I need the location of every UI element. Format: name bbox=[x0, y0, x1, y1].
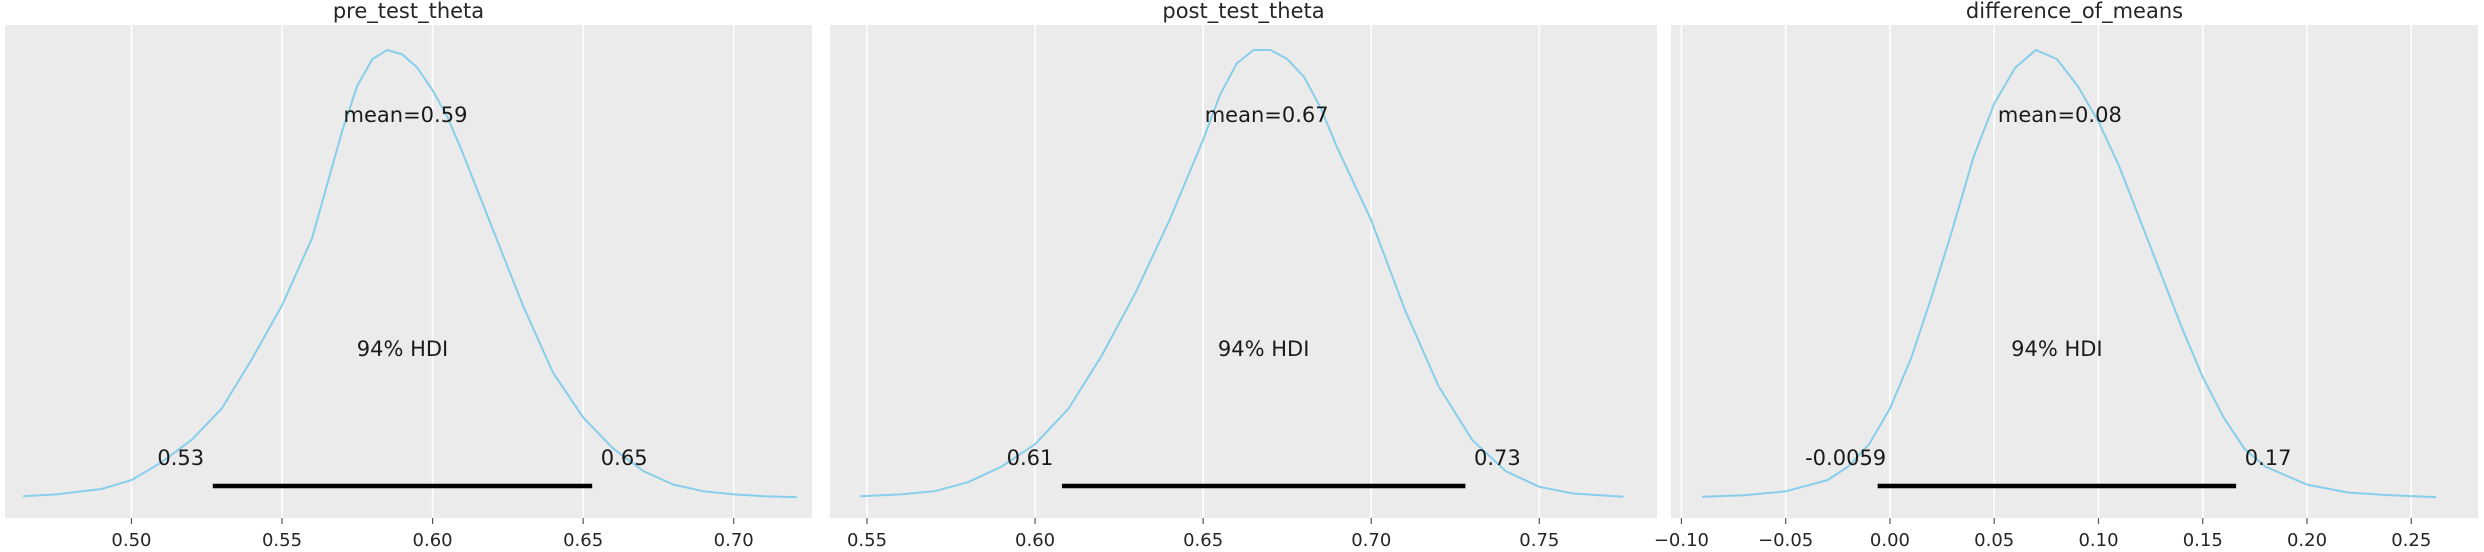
x-tick-label: 0.20 bbox=[2287, 530, 2327, 551]
mean-label: mean=0.67 bbox=[1205, 103, 1329, 127]
hdi-label: 94% HDI bbox=[2011, 337, 2103, 361]
plot-area bbox=[1671, 25, 2478, 518]
mean-label: mean=0.59 bbox=[344, 103, 468, 127]
hdi-low-label: 0.53 bbox=[157, 446, 204, 470]
x-tick-label: −0.05 bbox=[1758, 530, 1813, 551]
subplot-3: −0.10 −0.05 0.00 0.05 0.10 0.15 0.20 0.25 differ… bbox=[1654, 0, 2478, 551]
subplot-title: difference_of_means bbox=[1966, 0, 2183, 24]
x-tick-label: 0.05 bbox=[1974, 530, 2014, 551]
density-curve bbox=[1702, 49, 2437, 499]
x-tick-label: 0.75 bbox=[1519, 530, 1559, 551]
x-tick-label: 0.65 bbox=[563, 530, 603, 551]
x-tick-label: 0.15 bbox=[2183, 530, 2223, 551]
subplot-title: post_test_theta bbox=[1162, 0, 1324, 24]
hdi-label: 94% HDI bbox=[357, 337, 449, 361]
x-tick-label: 0.60 bbox=[1015, 530, 1055, 551]
x-tick-label: 0.70 bbox=[1351, 530, 1391, 551]
x-tick-label: 0.55 bbox=[262, 530, 302, 551]
hdi-high-label: 0.65 bbox=[601, 446, 648, 470]
mean-label: mean=0.08 bbox=[1998, 103, 2122, 127]
density-curve bbox=[860, 49, 1624, 498]
x-tick-label: 0.00 bbox=[1870, 530, 1910, 551]
x-tick-label: 0.55 bbox=[847, 530, 887, 551]
x-tick-label: 0.50 bbox=[111, 530, 151, 551]
hdi-low-label: -0.0059 bbox=[1805, 446, 1886, 470]
plot-area bbox=[830, 25, 1657, 518]
subplot-2: 0.55 0.60 0.65 0.70 0.75 post_test_theta mean=… bbox=[830, 0, 1657, 551]
x-tick-label: 0.10 bbox=[2078, 530, 2118, 551]
density-curve bbox=[23, 49, 797, 499]
hdi-high-label: 0.17 bbox=[2245, 446, 2292, 470]
x-tick-label: 0.60 bbox=[413, 530, 453, 551]
hdi-label: 94% HDI bbox=[1218, 337, 1310, 361]
x-tick-label: 0.25 bbox=[2391, 530, 2431, 551]
subplot-title: pre_test_theta bbox=[333, 0, 484, 24]
hdi-high-label: 0.73 bbox=[1474, 446, 1521, 470]
plot-area bbox=[5, 25, 812, 518]
x-tick-label: −0.10 bbox=[1654, 530, 1709, 551]
subplot-1: 0.50 0.55 0.60 0.65 0.70 pre_test_theta mean=0… bbox=[5, 0, 812, 551]
hdi-low-label: 0.61 bbox=[1007, 446, 1054, 470]
x-tick-label: 0.70 bbox=[714, 530, 754, 551]
x-tick-label: 0.65 bbox=[1183, 530, 1223, 551]
